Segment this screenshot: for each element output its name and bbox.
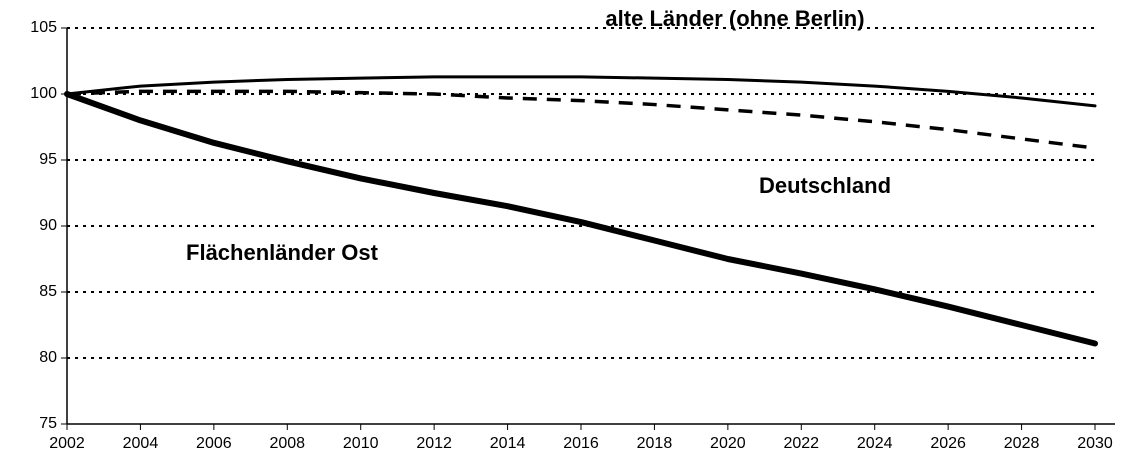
y-tick-label: 95: [39, 151, 57, 168]
x-tick-label: 2022: [783, 435, 819, 452]
x-tick-label: 2020: [710, 435, 746, 452]
series-line: [64, 91, 1098, 347]
y-tick-label: 80: [39, 349, 57, 366]
x-tick-label: 2014: [490, 435, 526, 452]
x-tick-label: 2026: [930, 435, 966, 452]
series-label: alte Länder (ohne Berlin): [605, 6, 864, 31]
x-tick-label: 2028: [1004, 435, 1040, 452]
x-tick-label: 2030: [1077, 435, 1113, 452]
x-tick-label: 2004: [123, 435, 159, 452]
series-label: Deutschland: [759, 173, 891, 198]
x-tick-label: 2024: [857, 435, 893, 452]
y-tick-label: 100: [30, 85, 57, 102]
x-tick-label: 2010: [343, 435, 379, 452]
series-line: [66, 89, 1096, 150]
series-line: [65, 75, 1097, 108]
y-tick-label: 90: [39, 217, 57, 234]
x-tick-label: 2018: [637, 435, 673, 452]
x-tick-label: 2006: [196, 435, 232, 452]
y-tick-label: 85: [39, 283, 57, 300]
x-tick-label: 2016: [563, 435, 599, 452]
x-tick-label: 2012: [416, 435, 452, 452]
y-tick-label: 105: [30, 19, 57, 36]
x-tick-label: 2008: [269, 435, 305, 452]
y-tick-label: 75: [39, 415, 57, 432]
x-tick-label: 2002: [49, 435, 85, 452]
series-label: Flächenländer Ost: [186, 240, 379, 265]
